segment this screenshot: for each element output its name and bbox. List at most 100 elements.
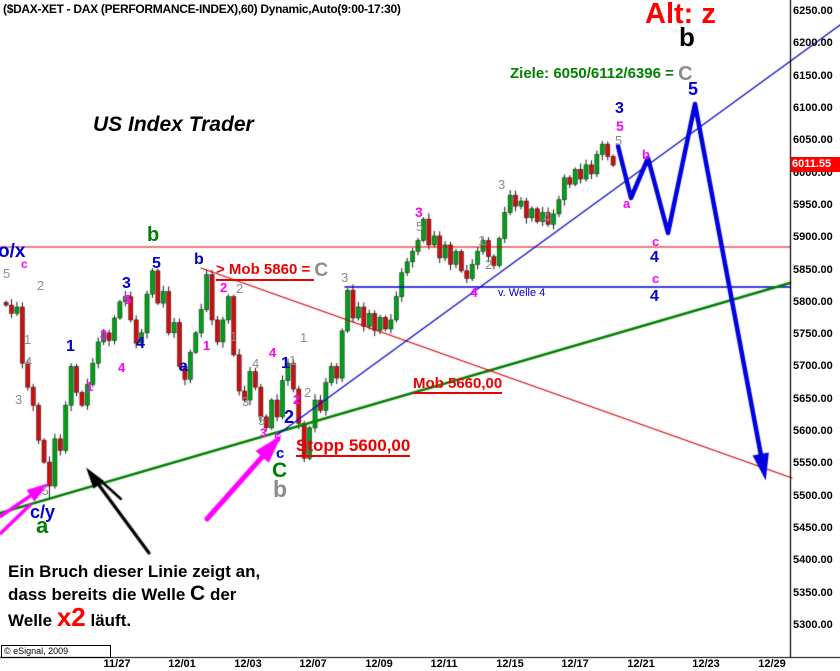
wave-label-1-blue: 1 [66,338,75,355]
wave-label-2-gray: 2 [236,281,244,296]
x-axis-date-label: 12/21 [627,658,655,670]
x-axis-date-label: 12/07 [299,658,327,670]
y-axis-tick-label: 5650.00 [793,392,833,405]
wave-label-c-blue: c [276,445,285,462]
wave-label-3-magenta: 3 [415,204,423,220]
break-note-line2: dass bereits die Welle C der [8,582,237,605]
y-axis-tick-label: 6250.00 [793,5,833,17]
y-axis-tick-label: 5700.00 [793,360,833,373]
ziele-targets-label: Ziele: 6050/6112/6396 = C [510,62,693,85]
mob-5860-text: > Mob 5860 = [216,261,315,281]
x-axis-date-label: 12/11 [430,658,458,670]
wave-label-2-gray: 2 [304,385,312,400]
wave-label-a-magenta: a [623,196,631,211]
y-axis-tick-label: 6200.00 [793,37,833,50]
wave-label-c-magenta: c [21,257,28,271]
break-note-wave-c: C [190,582,206,605]
wave-label-5-magenta: 5 [124,292,132,307]
wave-label-2-gray: 2 [485,257,493,272]
x-axis-date-label: 12/15 [496,658,524,670]
y-axis-tick-label: 5850.00 [793,263,833,276]
wave-label-1-gray: 1 [230,329,238,344]
wave-label-a-green: a [36,513,49,538]
wave-label-4-magenta: 4 [269,345,277,360]
esignal-copyright: © eSignal, 2009 [1,645,111,658]
wave-label-1-gray: 1 [289,353,297,368]
break-note-text: Ein Bruch dieser Linie zeigt an, dass be… [8,561,260,632]
y-axis-tick-label: 5450.00 [793,522,833,535]
y-axis-tick-label: 6100.00 [793,101,833,114]
wave-label-5-gray: 5 [416,219,424,234]
y-axis-tick-label: 5300.00 [793,618,833,631]
y-axis-tick-label: 5500.00 [793,489,833,502]
wave-label-4-magenta: 4 [118,360,126,375]
wave-label-ox-blue: o/x [0,241,26,262]
wave-label-4-gray: 4 [25,354,33,369]
wave-label-vWelle4-blue: v. Welle 4 [498,287,546,299]
y-axis-tick-label: 5900.00 [793,231,833,244]
wave-label-1-magenta: 1 [86,379,94,394]
x-axis-date-label: 12/29 [758,658,786,670]
wave-label-4-blue: 4 [650,288,659,305]
wave-label-b-black: b [679,22,695,52]
last-price-marker: 6011.55 [791,157,840,172]
wave-label-3-magenta: 3 [100,327,108,342]
alt-scenario-label: Alt: z [645,0,716,30]
wave-label-b-magenta: b [642,147,650,162]
wave-label-4-blue: 4 [650,249,659,266]
wave-label-3-gray: 3 [242,394,250,409]
mob-5860-label: > Mob 5860 = C [216,259,329,281]
wave-label-1-gray: 1 [24,332,32,347]
break-note-line1: Ein Bruch dieser Linie zeigt an, [8,562,261,581]
wave-label-5-gray: 5 [615,133,623,148]
wave-label-b-blue: b [194,251,204,268]
wave-label-3-magenta: 3 [260,426,267,440]
y-axis-tick-label: 6000.00 [793,166,833,179]
wave-label-4-gray: 4 [543,210,551,225]
wave-label-3-gray: 3 [498,177,506,192]
wave-label-5-magenta: 5 [616,118,624,134]
wave-label-3-blue: 3 [615,100,624,117]
y-axis-tick-label: 6150.00 [793,69,833,82]
wave-label-c-magenta: c [652,271,660,286]
x-axis-date-label: 12/09 [365,658,393,670]
chart-title: ($DAX-XET - DAX (PERFORMANCE-INDEX),60) … [3,2,401,16]
y-axis-tick-label: 5550.00 [793,457,833,470]
wave-label-2-magenta: 2 [220,280,228,295]
y-axis-tick-label: 5350.00 [793,586,833,599]
wave-label-C-green: C [272,459,288,482]
wave-label-b-gray: b [273,476,288,502]
wave-label-5-blue: 5 [152,255,161,272]
y-axis-tick-label: 5800.00 [793,295,833,308]
wave-label-2-magenta: 2 [293,392,301,407]
mob-5860-wave-c: C [314,260,329,281]
ziele-wave-c: C [678,63,693,85]
x-axis-date-label: 12/23 [692,658,720,670]
x-axis-date-label: 11/27 [103,658,131,670]
wave-label-4-magenta: 4 [470,284,478,300]
y-axis-tick-label: 6050.00 [793,134,833,147]
x-axis-date-label: 12/17 [561,658,589,670]
wave-label-4-gray: 4 [252,356,260,371]
ziele-text: Ziele: 6050/6112/6396 = [510,65,679,82]
wave-label-5-magenta: 5 [274,431,281,445]
y-axis-tick-label: 5950.00 [793,198,833,211]
wave-label-1-gray: 1 [478,233,486,248]
wave-label-1-blue: 1 [281,355,290,372]
wave-label-3-gray: 3 [341,270,349,285]
wave-label-5-gray: 5 [3,266,11,281]
wave-label-5-gray: 5 [258,413,266,428]
wave-label-cy-blue: c/y [30,502,56,522]
y-axis-tick-label: 5400.00 [793,554,833,567]
wave-label-3-blue: 3 [122,275,131,292]
mob-5660-label: Mob 5660,00 [413,375,503,394]
watermark-us-index-trader: US Index Trader [93,113,254,136]
wave-label-2-gray: 2 [37,278,45,293]
break-note-line3: Welle x2 läuft. [8,602,132,632]
wave-label-a-blue: a [179,358,188,375]
wave-label-1-gray: 1 [300,330,308,345]
wave-label-c-magenta: c [652,234,660,249]
wave-label-5-blue: 5 [688,79,699,99]
